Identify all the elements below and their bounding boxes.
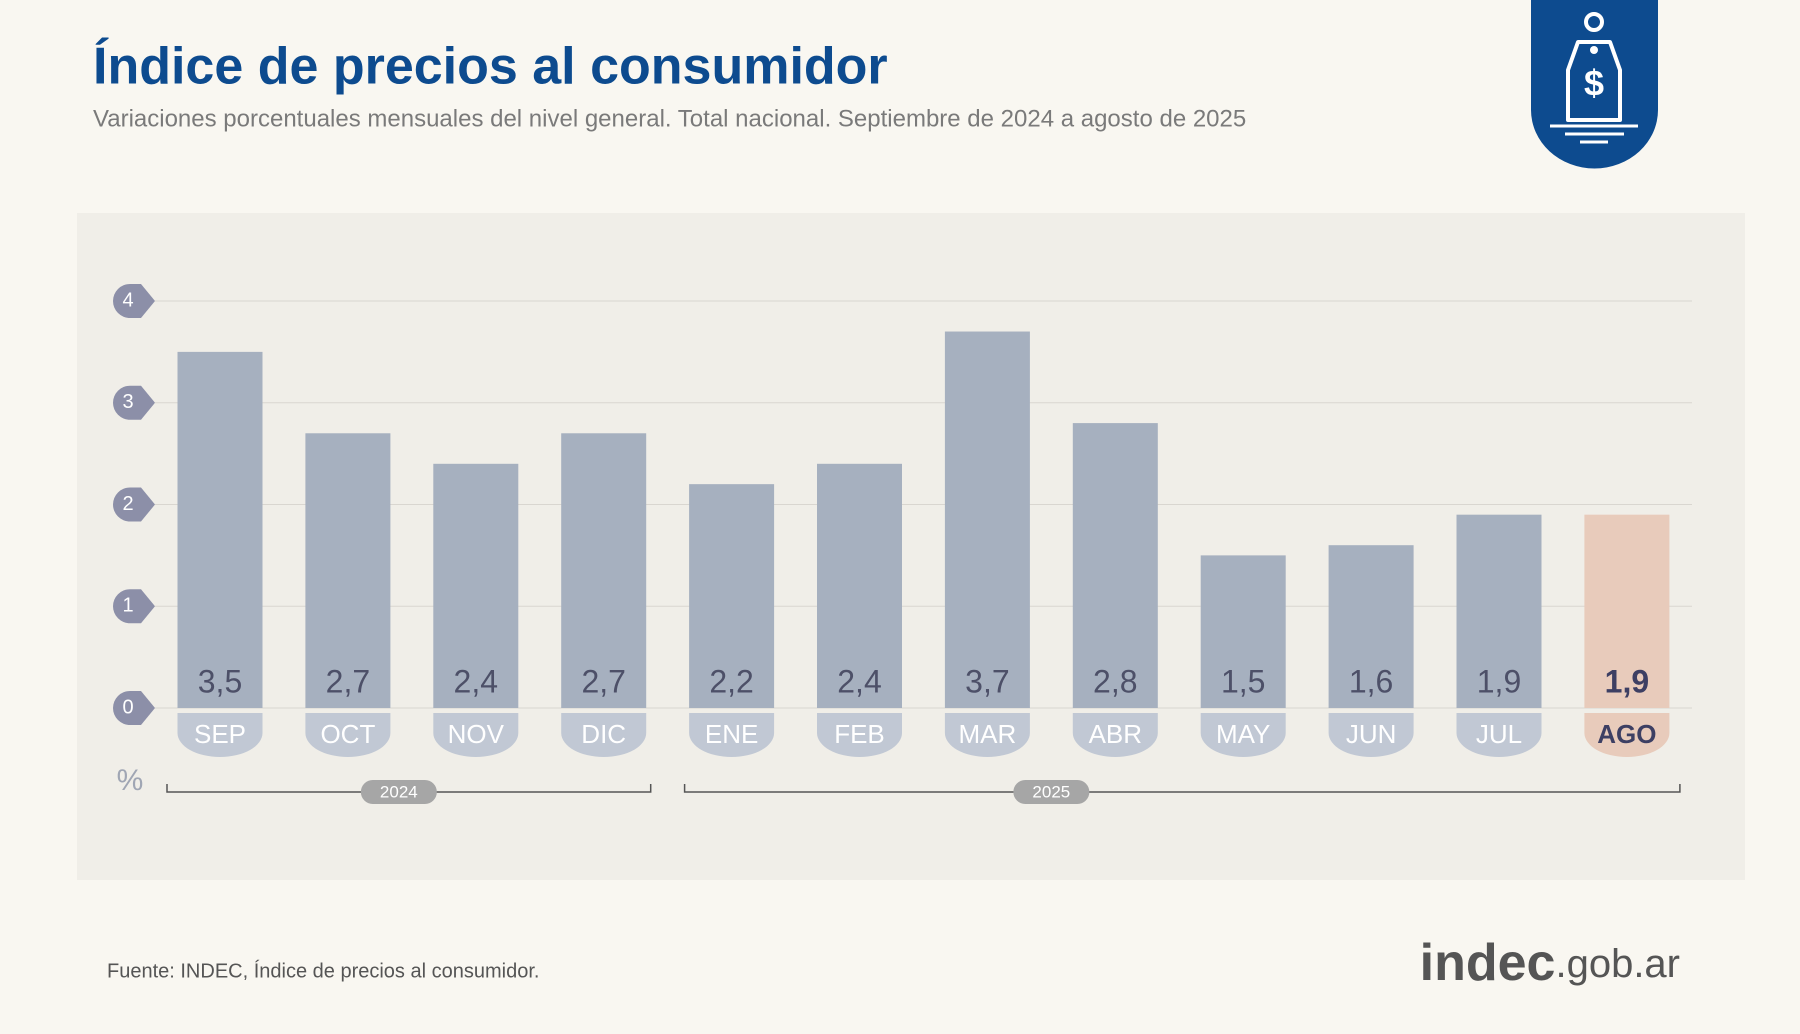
value-label: 2,2 — [709, 663, 753, 699]
bar — [1328, 545, 1414, 708]
year-pill — [360, 780, 437, 804]
bar — [817, 463, 902, 708]
logo-main: indec — [1420, 934, 1556, 992]
category-pill — [177, 713, 263, 757]
value-label: 2,4 — [454, 663, 498, 699]
chart-subtitle: Variaciones porcentuales mensuales del n… — [93, 105, 1246, 132]
y-tick-label: 0 — [122, 696, 133, 718]
x-tick-label: JUN — [1346, 719, 1397, 749]
bar — [561, 433, 647, 708]
year-label: 2024 — [380, 782, 418, 801]
category-pill — [1456, 713, 1542, 757]
category-pill — [817, 713, 902, 757]
value-label: 2,7 — [581, 663, 625, 699]
category-pill — [689, 713, 775, 757]
year-label: 2025 — [1032, 782, 1070, 801]
category-pill — [1584, 713, 1670, 757]
value-label: 2,7 — [326, 663, 370, 699]
value-label: 1,9 — [1605, 663, 1649, 699]
bar — [1456, 514, 1542, 708]
y-tick-label: 1 — [122, 595, 133, 617]
y-unit: % — [117, 764, 144, 797]
x-tick-label: DIC — [581, 719, 626, 749]
badge-icon: $ — [1530, 0, 1658, 169]
bar — [1584, 514, 1670, 708]
y-tick-label: 3 — [122, 391, 133, 413]
category-pill — [1200, 713, 1286, 757]
value-label: 1,9 — [1477, 663, 1521, 699]
x-tick-label: ABR — [1089, 719, 1142, 749]
category-pill — [1328, 713, 1414, 757]
y-tick-label: 4 — [122, 289, 133, 311]
y-tick-label: 2 — [122, 493, 133, 515]
x-tick-label: SEP — [194, 719, 246, 749]
category-pill — [561, 713, 647, 757]
value-label: 1,6 — [1349, 663, 1393, 699]
y-tick-badge — [113, 284, 155, 318]
x-tick-label: JUL — [1476, 719, 1522, 749]
bar — [305, 433, 391, 708]
x-tick-label: MAY — [1216, 719, 1270, 749]
y-tick-badge — [113, 691, 155, 725]
value-label: 3,7 — [965, 663, 1009, 699]
x-tick-label: AGO — [1597, 719, 1656, 749]
category-pill — [1072, 713, 1158, 757]
source-note: Fuente: INDEC, Índice de precios al cons… — [107, 959, 539, 982]
x-tick-label: ENE — [705, 719, 758, 749]
value-label: 2,4 — [837, 663, 881, 699]
x-tick-label: FEB — [834, 719, 885, 749]
svg-text:$: $ — [1584, 63, 1604, 104]
category-pill — [433, 713, 519, 757]
year-pill — [1013, 780, 1090, 804]
value-label: 1,5 — [1221, 663, 1265, 699]
y-tick-badge — [113, 385, 155, 420]
bar — [1072, 423, 1158, 708]
category-pill — [944, 713, 1030, 757]
logo-suffix: .gob.ar — [1555, 942, 1680, 986]
x-tick-label: MAR — [959, 719, 1017, 749]
bar — [1200, 555, 1286, 708]
chart-title: Índice de precios al consumidor — [93, 38, 888, 96]
year-bracket — [683, 784, 1681, 793]
y-tick-badge — [113, 487, 155, 522]
category-pill — [305, 713, 391, 757]
bar — [177, 351, 263, 708]
value-label: 2,8 — [1093, 663, 1137, 699]
y-tick-badge — [113, 589, 155, 624]
value-label: 3,5 — [198, 663, 242, 699]
logo: indec.gob.ar — [1420, 934, 1680, 992]
x-tick-label: OCT — [320, 719, 375, 749]
bar — [689, 484, 775, 708]
bar — [944, 331, 1030, 708]
x-tick-label: NOV — [448, 719, 505, 749]
bar — [433, 463, 519, 708]
